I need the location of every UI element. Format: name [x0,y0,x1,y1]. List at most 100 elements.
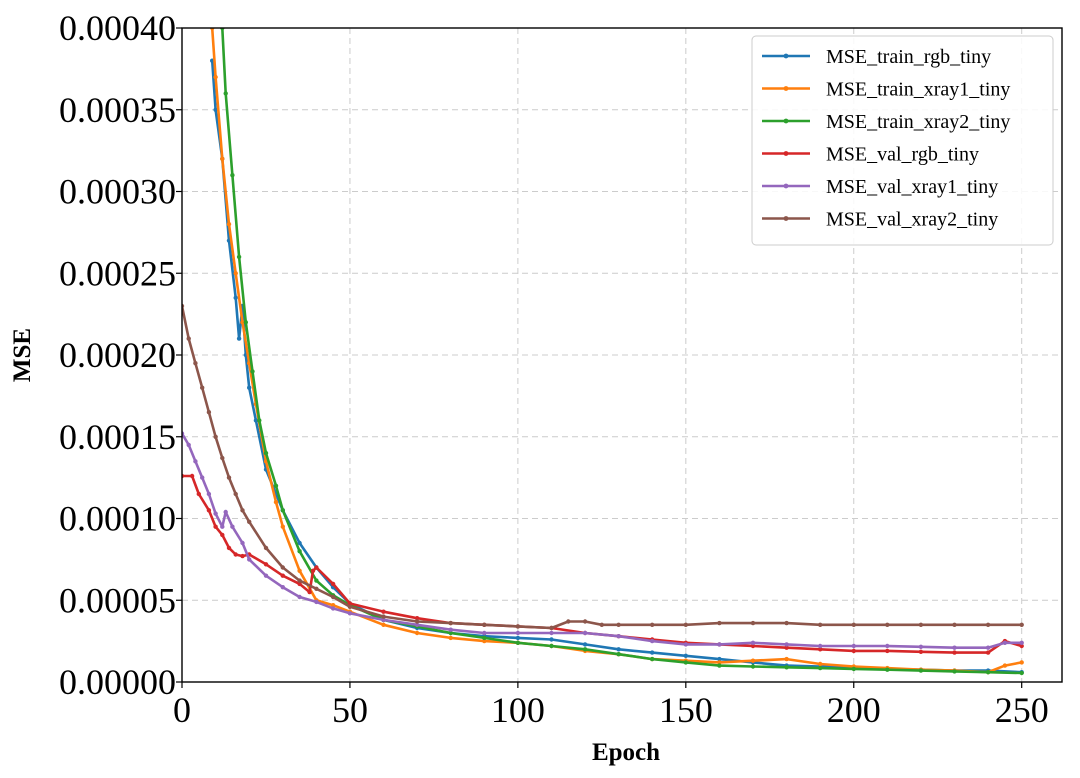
series-point [263,562,269,567]
series-point [280,508,285,513]
series-point [189,473,195,479]
series-point [482,622,487,627]
series-point [223,509,228,515]
series-point [273,499,279,505]
series-point [213,107,218,113]
series-point [1019,660,1024,665]
y-tick-label: 0.00035 [59,90,176,130]
y-tick-label: 0.00010 [59,499,176,539]
series-point [347,601,353,606]
series-point [381,622,386,627]
series-point [515,630,521,636]
series-point [330,603,336,608]
series-point [247,557,252,562]
legend-item: MSE_train_rgb_tiny [762,46,991,68]
series-point [851,622,856,627]
series-point [186,442,191,448]
series-group [182,28,1024,676]
series-point [247,519,252,524]
series-point [314,578,319,583]
series-point [1019,670,1024,676]
series-point [985,645,991,650]
series-point [200,385,205,390]
series-point [784,642,789,647]
x-tick-label: 250 [995,690,1049,730]
y-axis-title: MSE [9,328,36,382]
x-tick-label: 50 [332,690,368,730]
series-point [220,156,225,161]
series-point [549,643,554,649]
series-point [818,647,823,652]
legend-label: MSE_train_rgb_tiny [826,46,991,68]
series-point [247,385,252,390]
legend-item: MSE_train_xray1_tiny [762,79,1010,101]
series-point [448,630,453,636]
series-point [851,648,856,654]
series-point [193,459,198,464]
series-point [226,545,232,551]
series-point [206,491,212,497]
legend-item: MSE_train_xray2_tiny [762,111,1010,133]
series-point [784,620,789,626]
series-line [210,28,1022,674]
series-point [851,643,856,649]
series-point [717,642,722,647]
series-point [784,665,789,670]
series-point [226,222,232,227]
series-point [236,336,242,341]
series-point [414,619,420,624]
series-point [280,524,285,529]
series-point [717,663,722,668]
series-point [851,666,856,672]
series-point [240,553,245,559]
series-point [885,648,890,654]
series-point [885,622,890,627]
series-point [683,642,688,647]
series-point [818,643,823,649]
series-point [280,585,285,590]
series-point [616,622,621,627]
series-point [448,627,453,632]
x-axis-ticks: 0 50 100 150 200 250 [173,682,1049,730]
series-point [193,361,198,366]
series-point [482,638,487,644]
y-tick-label: 0.00030 [59,172,176,212]
series-point [230,173,235,178]
series-point [515,635,521,641]
legend-box [751,35,1054,246]
series-point [918,622,924,627]
series-point [186,336,191,341]
series-point [250,369,255,374]
series-point [549,630,554,636]
series-point [952,622,957,627]
series-point [253,418,259,423]
series-point [310,568,316,573]
x-tick-label: 150 [659,690,713,730]
series-point [448,620,453,626]
series-point [549,625,554,631]
legend-label: MSE_val_rgb_tiny [826,144,979,166]
series-point [257,418,262,423]
series-point [582,642,588,647]
legend-marker [783,53,789,59]
series-point [240,540,245,546]
series-point [784,645,789,650]
series-point [243,320,248,325]
series-6 [182,303,1024,631]
series-point [750,620,756,626]
series-point [233,271,238,276]
series-point [414,630,420,636]
series-point [273,483,279,488]
series-point [918,649,924,654]
series-point [414,622,420,627]
series-point [717,660,722,665]
series-point [616,634,621,639]
legend-marker [783,151,789,156]
series-point [297,581,302,587]
series-line [221,28,1022,675]
series-point [196,491,201,497]
series-point [582,630,588,636]
series-3 [220,28,1024,676]
y-tick-label: 0.00005 [59,580,176,620]
